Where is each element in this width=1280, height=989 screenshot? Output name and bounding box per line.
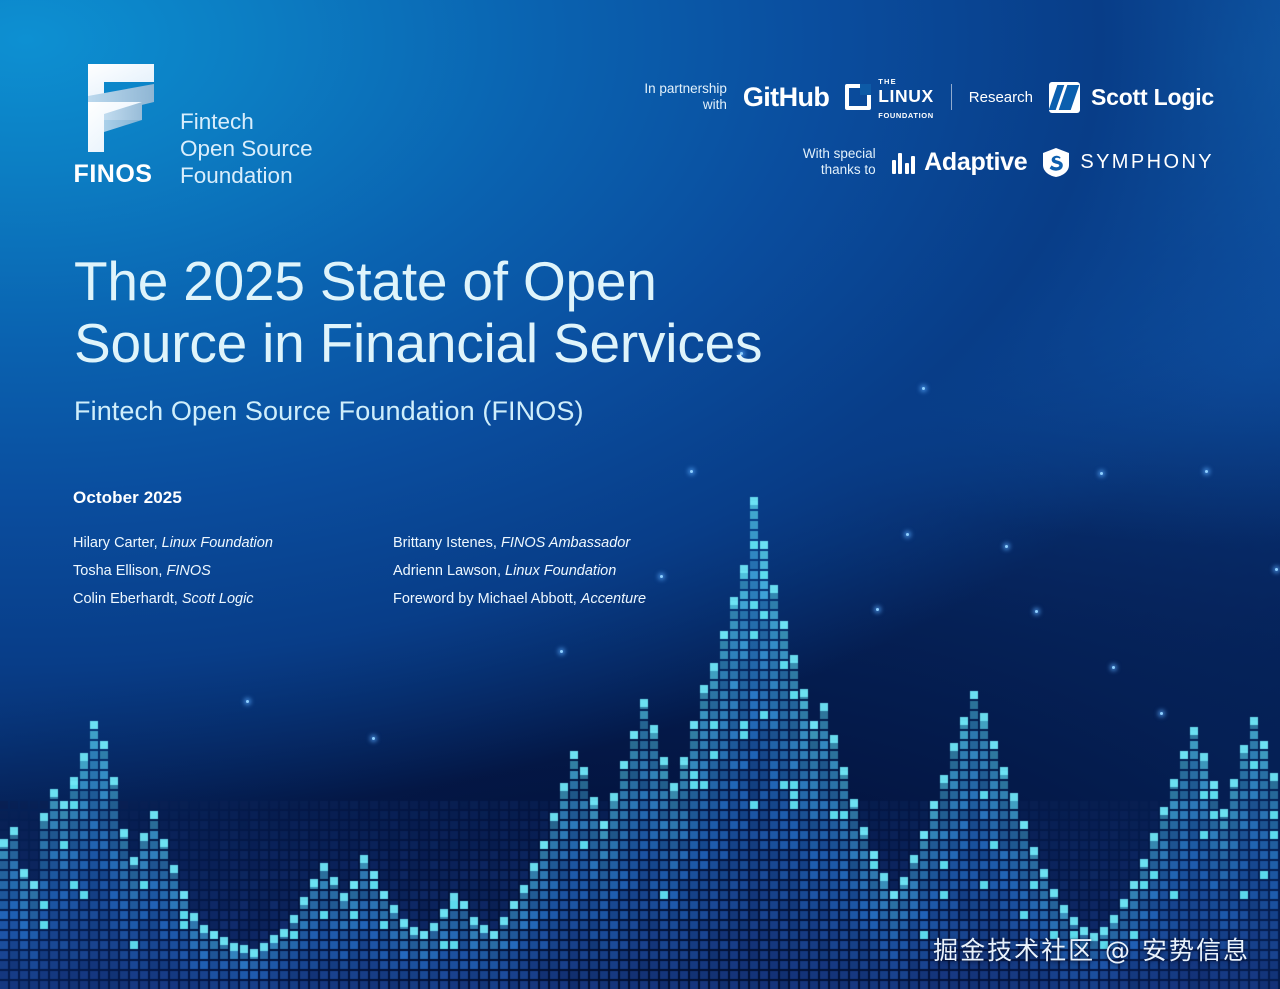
github-wordmark: GitHub bbox=[742, 81, 830, 112]
scott-logic-logo[interactable]: Scott Logic bbox=[1048, 81, 1214, 113]
thanks-label: With special thanks to bbox=[776, 146, 876, 178]
author-affiliation: Accenture bbox=[580, 591, 647, 607]
linux-foundation-research-logo[interactable]: THE LINUX FOUNDATION Research bbox=[845, 72, 1033, 122]
author-entry: Hilary Carter, Linux Foundation bbox=[73, 533, 353, 554]
linux-foundation-wordmark: THE LINUX FOUNDATION bbox=[878, 72, 934, 122]
authors-list: Hilary Carter, Linux Foundation Tosha Ell… bbox=[73, 533, 646, 610]
author-name: Colin Eberhardt, bbox=[73, 591, 182, 607]
cover-header: FINOS Fintech Open Source Foundation In … bbox=[0, 0, 1280, 215]
author-affiliation: Linux Foundation bbox=[161, 535, 273, 551]
skyline-canvas bbox=[0, 389, 1280, 989]
author-affiliation: FINOS bbox=[166, 563, 211, 579]
partnership-row: In partnership with GitHub THE LINUX FOU… bbox=[627, 72, 1214, 122]
author-name: Tosha Ellison, bbox=[73, 563, 167, 579]
partner-logos: In partnership with GitHub THE LINUX FOU… bbox=[627, 72, 1214, 178]
author-entry: Tosha Ellison, FINOS bbox=[73, 561, 353, 582]
linux-text: LINUX bbox=[878, 86, 934, 106]
partnership-label-line-1: In partnership bbox=[644, 81, 727, 96]
adaptive-logo[interactable]: Adaptive bbox=[891, 148, 1028, 176]
author-affiliation: FINOS Ambassador bbox=[501, 535, 631, 551]
author-affiliation: Linux Foundation bbox=[505, 563, 617, 579]
author-entry: Foreword by Michael Abbott, Accenture bbox=[393, 589, 646, 610]
authors-column-right: Brittany Istenes, FINOS Ambassador Adrien… bbox=[393, 533, 646, 610]
title-block: The 2025 State of Open Source in Financi… bbox=[74, 250, 763, 427]
finos-name-line-2: Open Source bbox=[180, 136, 313, 161]
finos-name-line-1: Fintech bbox=[180, 109, 254, 134]
page-subtitle: Fintech Open Source Foundation (FINOS) bbox=[74, 396, 584, 426]
author-name: Hilary Carter, bbox=[73, 535, 162, 551]
adaptive-bars-icon bbox=[891, 152, 916, 174]
page-title-line-2: Source in Financial Services bbox=[74, 312, 763, 374]
linux-the-text: THE bbox=[878, 77, 897, 86]
foundation-text: FOUNDATION bbox=[878, 111, 934, 120]
finos-f-logo-icon bbox=[88, 64, 154, 152]
author-entry: Adrienn Lawson, Linux Foundation bbox=[393, 561, 646, 582]
publication-date: October 2025 bbox=[73, 488, 182, 507]
author-name: Adrienn Lawson, bbox=[393, 563, 506, 579]
author-entry: Colin Eberhardt, Scott Logic bbox=[73, 589, 353, 610]
author-name: Brittany Istenes, bbox=[393, 535, 501, 551]
pixel-skyline-graphic bbox=[0, 389, 1280, 989]
finos-mark: FINOS bbox=[70, 62, 156, 189]
linux-foundation-bracket-icon bbox=[845, 84, 872, 110]
logo-divider bbox=[950, 84, 952, 110]
finos-logo[interactable]: FINOS Fintech Open Source Foundation bbox=[70, 62, 313, 189]
thanks-row: With special thanks to Adaptive bbox=[627, 146, 1214, 178]
page-title: The 2025 State of Open Source in Financi… bbox=[74, 250, 763, 374]
page-title-line-1: The 2025 State of Open bbox=[74, 250, 657, 312]
thanks-label-line-1: With special bbox=[802, 146, 876, 161]
finos-wordmark: FINOS bbox=[73, 160, 153, 188]
finos-full-name: Fintech Open Source Foundation bbox=[180, 62, 313, 189]
symphony-wordmark: SYMPHONY bbox=[1080, 150, 1214, 173]
publication-meta: October 2025 Hilary Carter, Linux Founda… bbox=[73, 488, 646, 610]
author-affiliation: Scott Logic bbox=[181, 591, 254, 607]
scott-logic-slash-icon bbox=[1048, 81, 1080, 113]
partnership-label: In partnership with bbox=[627, 81, 727, 113]
scott-logic-wordmark: Scott Logic bbox=[1090, 83, 1214, 110]
research-text: Research bbox=[968, 88, 1033, 106]
author-entry: Brittany Istenes, FINOS Ambassador bbox=[393, 533, 646, 554]
github-logo[interactable]: GitHub bbox=[742, 81, 830, 113]
symphony-shield-s-icon bbox=[1043, 147, 1070, 177]
partnership-label-line-2: with bbox=[702, 97, 727, 112]
adaptive-wordmark: Adaptive bbox=[924, 148, 1028, 176]
symphony-logo[interactable]: SYMPHONY bbox=[1043, 147, 1214, 177]
authors-column-left: Hilary Carter, Linux Foundation Tosha Ell… bbox=[73, 533, 353, 610]
finos-name-line-3: Foundation bbox=[180, 163, 293, 188]
watermark: 掘金技术社区 @ 安势信息 bbox=[933, 936, 1250, 965]
thanks-label-line-2: thanks to bbox=[820, 162, 876, 177]
author-name: Foreword by Michael Abbott, bbox=[393, 591, 581, 607]
